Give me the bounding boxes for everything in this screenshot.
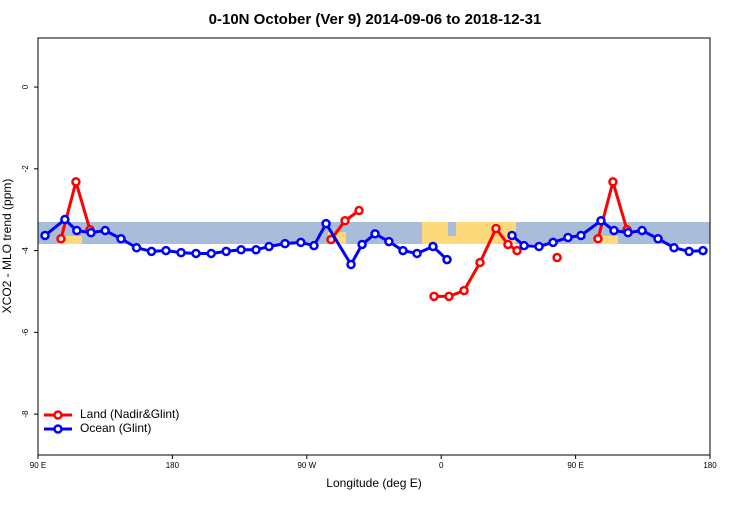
x-tick-label: 180 [166, 461, 180, 470]
point [637, 225, 647, 236]
point [221, 246, 231, 257]
legend-marker [53, 410, 63, 420]
y-tick-label: -4 [21, 246, 30, 254]
legend-label: Ocean (Glint) [80, 421, 151, 435]
point [56, 233, 66, 244]
x-tick-label: 0 [439, 461, 444, 470]
legend-label: Land (Nadir&Glint) [80, 407, 179, 421]
x-axis-label: Longitude (deg E) [326, 476, 421, 490]
point [72, 225, 82, 236]
point [251, 245, 261, 255]
point [503, 239, 513, 250]
point [60, 214, 70, 225]
point [309, 240, 319, 251]
point [100, 225, 110, 236]
point [596, 215, 606, 226]
point [609, 225, 619, 236]
point [384, 236, 394, 247]
point [176, 247, 186, 258]
point [684, 246, 694, 257]
point [429, 291, 439, 302]
point [428, 241, 438, 252]
point [206, 248, 216, 259]
point [563, 232, 573, 243]
point [623, 227, 633, 238]
x-tick-label: 90 W [297, 461, 316, 470]
point [608, 177, 618, 187]
point [236, 245, 246, 255]
point [161, 245, 171, 256]
point [116, 233, 126, 244]
y-tick-label: 0 [21, 84, 30, 89]
y-axis-label: XCO2 - MLO trend (ppm) [0, 179, 14, 314]
point [146, 246, 157, 257]
point [131, 242, 142, 253]
point [507, 230, 517, 241]
point [40, 230, 50, 241]
point [191, 248, 201, 259]
point [534, 241, 544, 252]
point [264, 241, 274, 252]
point [475, 257, 485, 268]
x-tick-label: 180 [703, 461, 717, 470]
point [398, 245, 408, 256]
point [357, 239, 367, 250]
point [519, 240, 529, 251]
point [491, 223, 501, 234]
point [370, 229, 380, 239]
point [296, 237, 306, 248]
x-tick-label: 90 E [30, 461, 46, 470]
point [552, 252, 562, 263]
point [576, 230, 586, 241]
y-tick-label: -6 [21, 328, 30, 336]
point [412, 248, 422, 259]
legend-marker [53, 424, 63, 434]
point [593, 233, 603, 244]
y-tick-label: -2 [21, 165, 30, 173]
point [459, 285, 469, 296]
point [669, 242, 679, 253]
chart-title: 0-10N October (Ver 9) 2014-09-06 to 2018… [209, 11, 542, 28]
point [354, 205, 364, 216]
point [653, 233, 663, 244]
y-tick-label: -8 [21, 410, 30, 418]
point [280, 238, 290, 249]
point [86, 227, 96, 238]
point [442, 254, 452, 265]
point [548, 237, 558, 248]
point [512, 245, 522, 256]
point [698, 245, 708, 256]
point [321, 218, 331, 229]
plot-frame [37, 37, 711, 456]
point [444, 291, 454, 302]
point [340, 215, 350, 226]
point [71, 177, 81, 187]
point [346, 259, 356, 270]
x-tick-label: 90 E [567, 461, 583, 470]
